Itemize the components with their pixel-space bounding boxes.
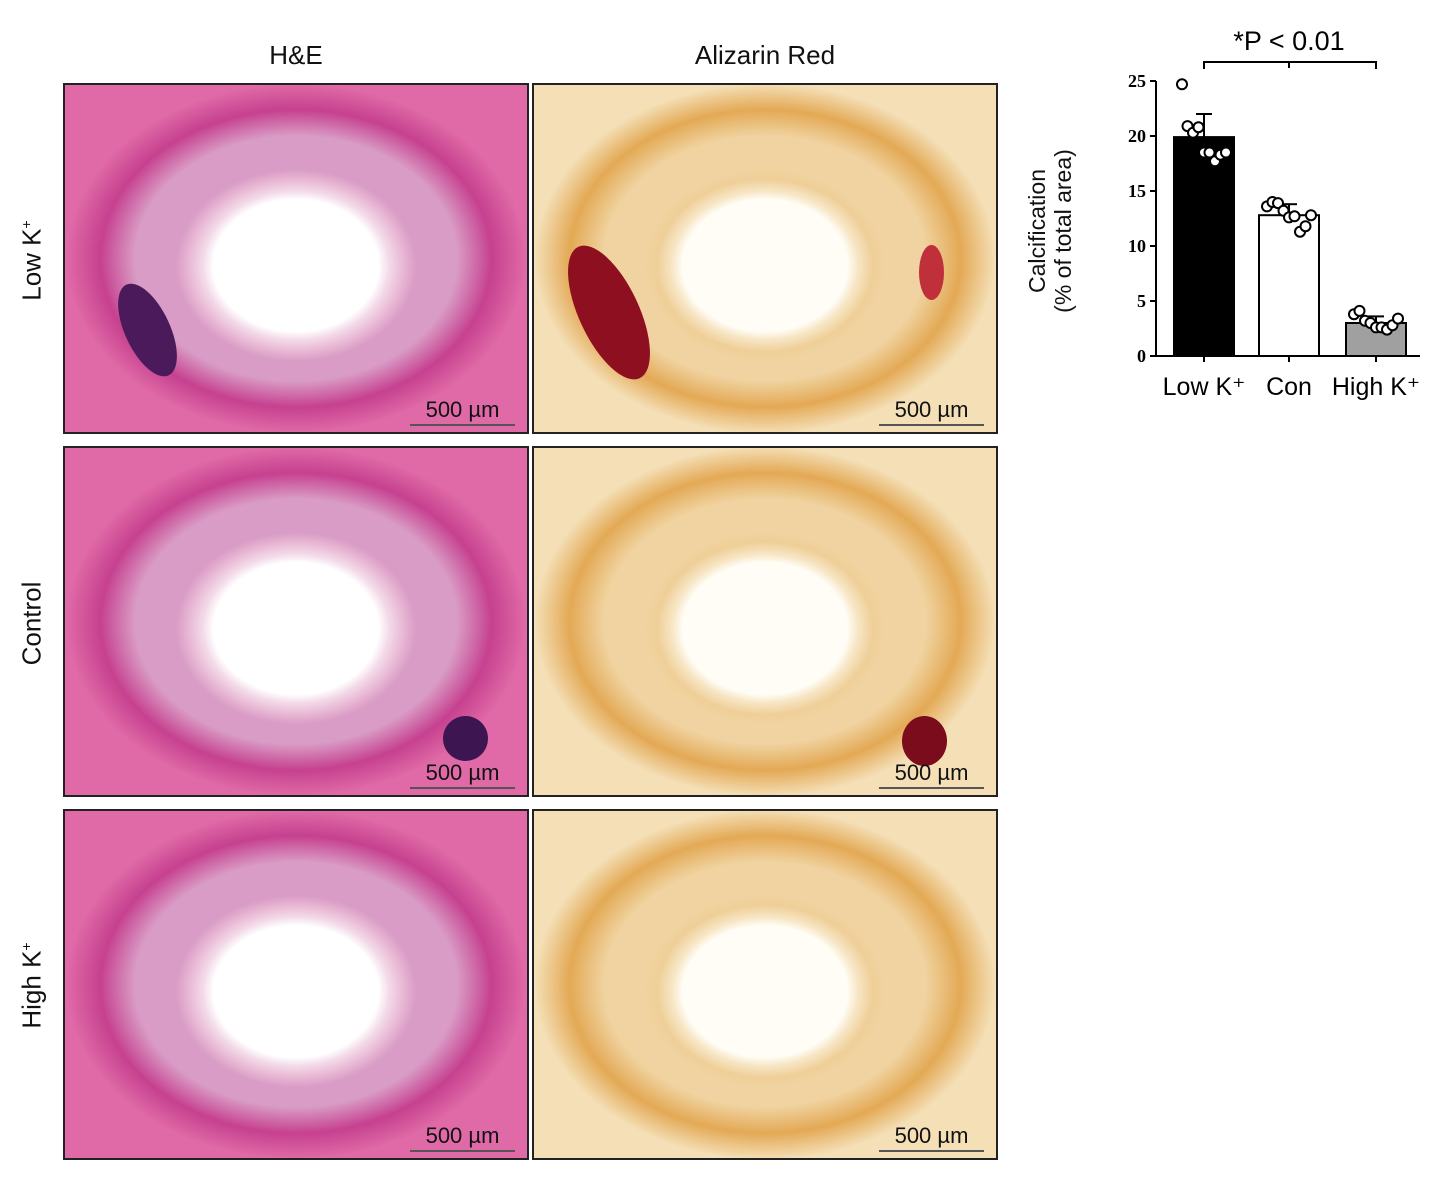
row-label-text: Control: [16, 581, 47, 666]
data-point: [1272, 197, 1284, 210]
row-label-control: Control: [17, 524, 48, 724]
calcification-deposit: [902, 716, 947, 766]
x-tick-label: Con: [1266, 373, 1312, 401]
column-title-alizarin: Alizarin Red: [694, 40, 836, 70]
data-point: [1176, 78, 1188, 91]
scale-bar: 500 µm: [410, 397, 515, 426]
significance-label: *P < 0.01: [1233, 26, 1344, 56]
micrograph-ar-high-k: 500 µm: [532, 809, 998, 1160]
data-point: [1353, 304, 1366, 317]
y-tick-label: 0: [1137, 346, 1146, 366]
micrograph-he-high-k: 500 µm: [63, 809, 529, 1160]
data-point: [1299, 220, 1312, 233]
y-tick-label: 5: [1137, 291, 1146, 311]
micrograph-he-low-k: 500 µm: [63, 83, 529, 434]
row-label-high-k: High K+: [17, 886, 48, 1086]
data-point: [1203, 146, 1216, 159]
scale-bar: 500 µm: [879, 397, 984, 426]
calcification-deposit: [443, 716, 488, 761]
scale-bar-label: 500 µm: [894, 1123, 969, 1148]
bar-0: [1173, 136, 1235, 357]
superscript: +: [17, 942, 34, 951]
scale-bar-label: 500 µm: [425, 760, 500, 785]
data-point: [1288, 210, 1301, 223]
y-tick-label: 20: [1128, 126, 1146, 146]
row-label-text: High K: [16, 950, 47, 1029]
scale-bar-label: 500 µm: [425, 397, 500, 422]
x-tick-label: High K⁺: [1332, 373, 1420, 401]
data-point: [1392, 312, 1404, 325]
scale-bar: 500 µm: [879, 760, 984, 789]
micrograph-he-control: 500 µm: [63, 446, 529, 797]
scale-bar-label: 500 µm: [894, 760, 969, 785]
column-title-he: H&E: [269, 40, 323, 70]
scale-bar: 500 µm: [410, 1123, 515, 1152]
data-point: [1220, 146, 1232, 159]
micrograph-ar-low-k: 500 µm: [532, 83, 998, 434]
calcification-deposit: [919, 245, 944, 300]
data-point: [1305, 209, 1317, 222]
micrograph-ar-control: 500 µm: [532, 446, 998, 797]
y-tick-label: 25: [1128, 71, 1146, 91]
y-tick-label: 10: [1128, 236, 1146, 256]
y-tick-label: 15: [1128, 181, 1146, 201]
significance-bracket: [1203, 61, 1377, 69]
calcification-bar-chart: 0 5 10 15 20 25 Low K⁺ Con High K⁺ *P < 0.01: [1128, 26, 1420, 401]
bar-1: [1258, 214, 1320, 357]
scale-bar-label: 500 µm: [425, 1123, 500, 1148]
scale-bar-label: 500 µm: [894, 397, 969, 422]
scale-bar: 500 µm: [879, 1123, 984, 1152]
data-point: [1192, 121, 1205, 134]
scale-bar: 500 µm: [410, 760, 515, 789]
x-tick-label: Low K⁺: [1163, 373, 1246, 401]
